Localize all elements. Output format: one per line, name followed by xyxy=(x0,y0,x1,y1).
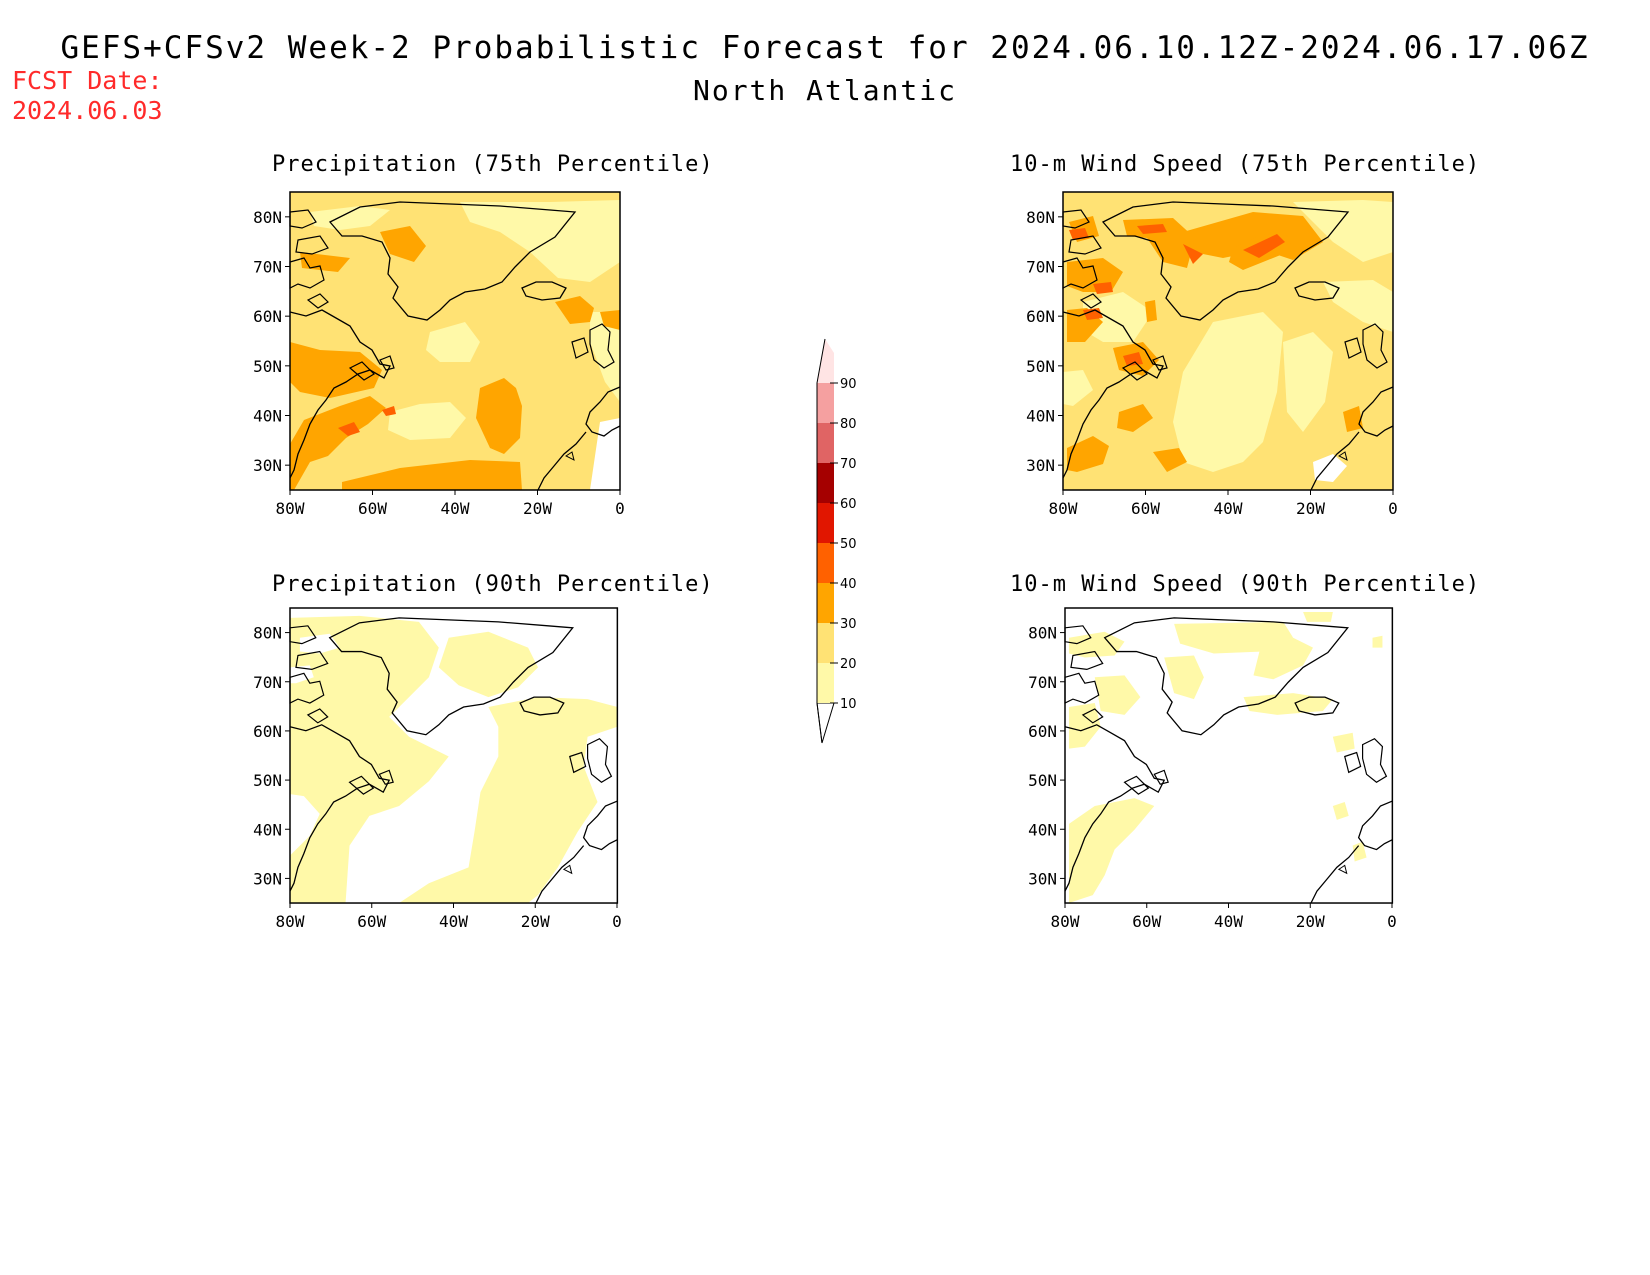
lat-tick-label: 30N xyxy=(253,456,282,475)
lat-tick-label: 70N xyxy=(253,673,282,692)
colorbar-segment xyxy=(817,663,834,703)
lat-tick-label: 80N xyxy=(253,624,282,643)
lat-tick-label: 30N xyxy=(1026,456,1055,475)
lon-tick-label: 20W xyxy=(1296,912,1325,931)
colorbar-label: 90 xyxy=(840,377,857,392)
panel-title-precip-75: Precipitation (75th Percentile) xyxy=(272,152,714,177)
colorbar-label: 20 xyxy=(840,657,857,672)
lat-tick-label: 60N xyxy=(253,722,282,741)
map-panel-wind-75 xyxy=(1062,191,1394,491)
lat-tick-label: 80N xyxy=(1028,624,1057,643)
lat-tick-label: 60N xyxy=(1026,307,1055,326)
lon-tick-label: 80W xyxy=(1049,499,1078,518)
lat-tick-label: 70N xyxy=(1026,258,1055,277)
colorbar: 10 20 30 40 50 60 70 80 90 xyxy=(816,338,857,744)
colorbar-segment xyxy=(817,543,834,583)
colorbar-top-extension xyxy=(817,339,834,383)
lon-tick-label: 80W xyxy=(276,499,305,518)
lon-tick-label: 80W xyxy=(1051,912,1080,931)
panel-title-wind-90: 10-m Wind Speed (90th Percentile) xyxy=(1010,572,1481,597)
lon-tick-label: 40W xyxy=(439,912,468,931)
colorbar-segment xyxy=(817,623,834,663)
lon-tick-label: 20W xyxy=(521,912,550,931)
colorbar-label: 10 xyxy=(840,697,857,712)
colorbar-segment xyxy=(817,463,834,503)
lat-tick-label: 40N xyxy=(1026,407,1055,426)
colorbar-label: 60 xyxy=(840,497,857,512)
map-panel-wind-90 xyxy=(1064,607,1394,904)
fcst-date-value: 2024.06.03 xyxy=(12,96,163,125)
lon-tick-label: 60W xyxy=(1131,499,1160,518)
lon-tick-label: 20W xyxy=(1296,499,1325,518)
lon-tick-label: 60W xyxy=(1132,912,1161,931)
colorbar-segment xyxy=(817,503,834,543)
colorbar-outline xyxy=(816,338,826,744)
lat-tick-label: 50N xyxy=(1026,357,1055,376)
colorbar-label: 70 xyxy=(840,457,857,472)
lon-tick-label: 40W xyxy=(1214,499,1243,518)
colorbar-segment xyxy=(817,423,834,463)
colorbar-label: 40 xyxy=(840,577,857,592)
lat-tick-label: 40N xyxy=(253,407,282,426)
lon-tick-label: 60W xyxy=(357,912,386,931)
figure-subtitle: North Atlantic xyxy=(692,74,957,107)
lon-tick-label: 40W xyxy=(441,499,470,518)
map-panel-precip-90 xyxy=(289,607,619,904)
panel-title-wind-75: 10-m Wind Speed (75th Percentile) xyxy=(1010,152,1481,177)
map-panel-precip-75 xyxy=(289,191,621,491)
lat-tick-label: 80N xyxy=(253,208,282,227)
lon-tick-label: 40W xyxy=(1214,912,1243,931)
lat-tick-label: 50N xyxy=(1028,771,1057,790)
lat-tick-label: 50N xyxy=(253,771,282,790)
lat-tick-label: 40N xyxy=(253,820,282,839)
lon-tick-label: 80W xyxy=(276,912,305,931)
lon-tick-label: 60W xyxy=(358,499,387,518)
colorbar-segment xyxy=(817,383,834,423)
lat-tick-label: 60N xyxy=(1028,722,1057,741)
lat-tick-label: 30N xyxy=(253,869,282,888)
lon-tick-label: 0 xyxy=(1388,499,1398,518)
colorbar-label: 80 xyxy=(840,417,857,432)
lat-tick-label: 70N xyxy=(253,258,282,277)
lon-tick-label: 0 xyxy=(615,499,625,518)
lon-tick-label: 0 xyxy=(1387,912,1397,931)
colorbar-segment xyxy=(817,583,834,623)
lat-tick-label: 70N xyxy=(1028,673,1057,692)
lon-tick-label: 20W xyxy=(523,499,552,518)
lat-tick-label: 50N xyxy=(253,357,282,376)
lat-tick-label: 30N xyxy=(1028,869,1057,888)
lat-tick-label: 60N xyxy=(253,307,282,326)
lon-tick-label: 0 xyxy=(612,912,622,931)
fcst-date-label: FCST Date: xyxy=(12,66,163,95)
figure-title: GEFS+CFSv2 Week-2 Probabilistic Forecast… xyxy=(60,30,1590,66)
lat-tick-label: 40N xyxy=(1028,820,1057,839)
colorbar-label: 30 xyxy=(840,617,857,632)
lat-tick-label: 80N xyxy=(1026,208,1055,227)
colorbar-label: 50 xyxy=(840,537,857,552)
panel-title-precip-90: Precipitation (90th Percentile) xyxy=(272,572,714,597)
